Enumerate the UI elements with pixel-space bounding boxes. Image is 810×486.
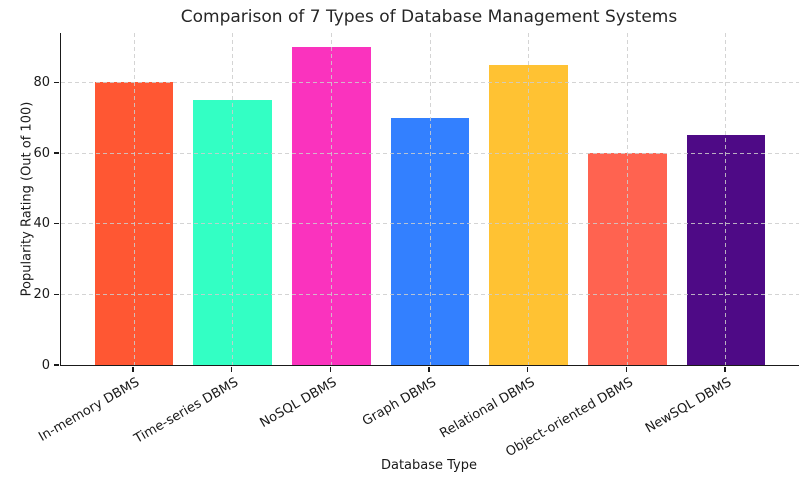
v-gridline-time-series-dbms [232, 33, 234, 365]
x-tick-mark-nosql-dbms [329, 366, 332, 372]
v-gridline-in-memory-dbms [133, 33, 135, 365]
chart-title: Comparison of 7 Types of Database Manage… [180, 7, 678, 27]
y-tick-mark-40 [54, 223, 59, 225]
x-tick-mark-graph-dbms [428, 366, 430, 372]
y-tick-label-60: 60 [33, 145, 50, 161]
x-tick-mark-object-oriented-dbms [625, 366, 628, 372]
x-tick-mark-in-memory-dbms [132, 366, 134, 372]
y-tick-label-80: 80 [33, 74, 50, 90]
y-tick-label-20: 20 [33, 286, 50, 302]
x-axis-label: Database Type [380, 458, 478, 473]
v-gridline-object-oriented-dbms [626, 33, 628, 365]
x-tick-mark-newsql-dbms [724, 366, 726, 372]
y-tick-label-40: 40 [33, 216, 50, 232]
x-tick-label-graph-dbms: Graph DBMS [359, 375, 439, 430]
plot-area [60, 33, 799, 366]
x-tick-label-time-series-dbms: Time-series DBMS [131, 375, 242, 447]
v-gridline-nosql-dbms [330, 33, 332, 365]
y-tick-mark-60 [54, 152, 59, 154]
x-tick-label-relational-dbms: Relational DBMS [436, 375, 538, 442]
x-tick-mark-time-series-dbms [230, 366, 233, 372]
y-tick-mark-20 [54, 293, 59, 296]
x-tick-label-newsql-dbms: NewSQL DBMS [643, 375, 735, 437]
y-tick-mark-80 [54, 81, 59, 84]
y-tick-label-0: 0 [41, 357, 50, 373]
v-gridline-newsql-dbms [725, 33, 727, 365]
v-gridline-graph-dbms [429, 33, 431, 365]
y-axis-label: Popularity Rating (Out of 100) [19, 101, 35, 297]
x-tick-mark-relational-dbms [526, 366, 529, 372]
y-tick-mark-0 [54, 364, 59, 366]
x-tick-label-in-memory-dbms: In-memory DBMS [36, 375, 143, 445]
x-tick-label-nosql-dbms: NoSQL DBMS [257, 375, 340, 431]
v-gridline-relational-dbms [528, 33, 530, 365]
